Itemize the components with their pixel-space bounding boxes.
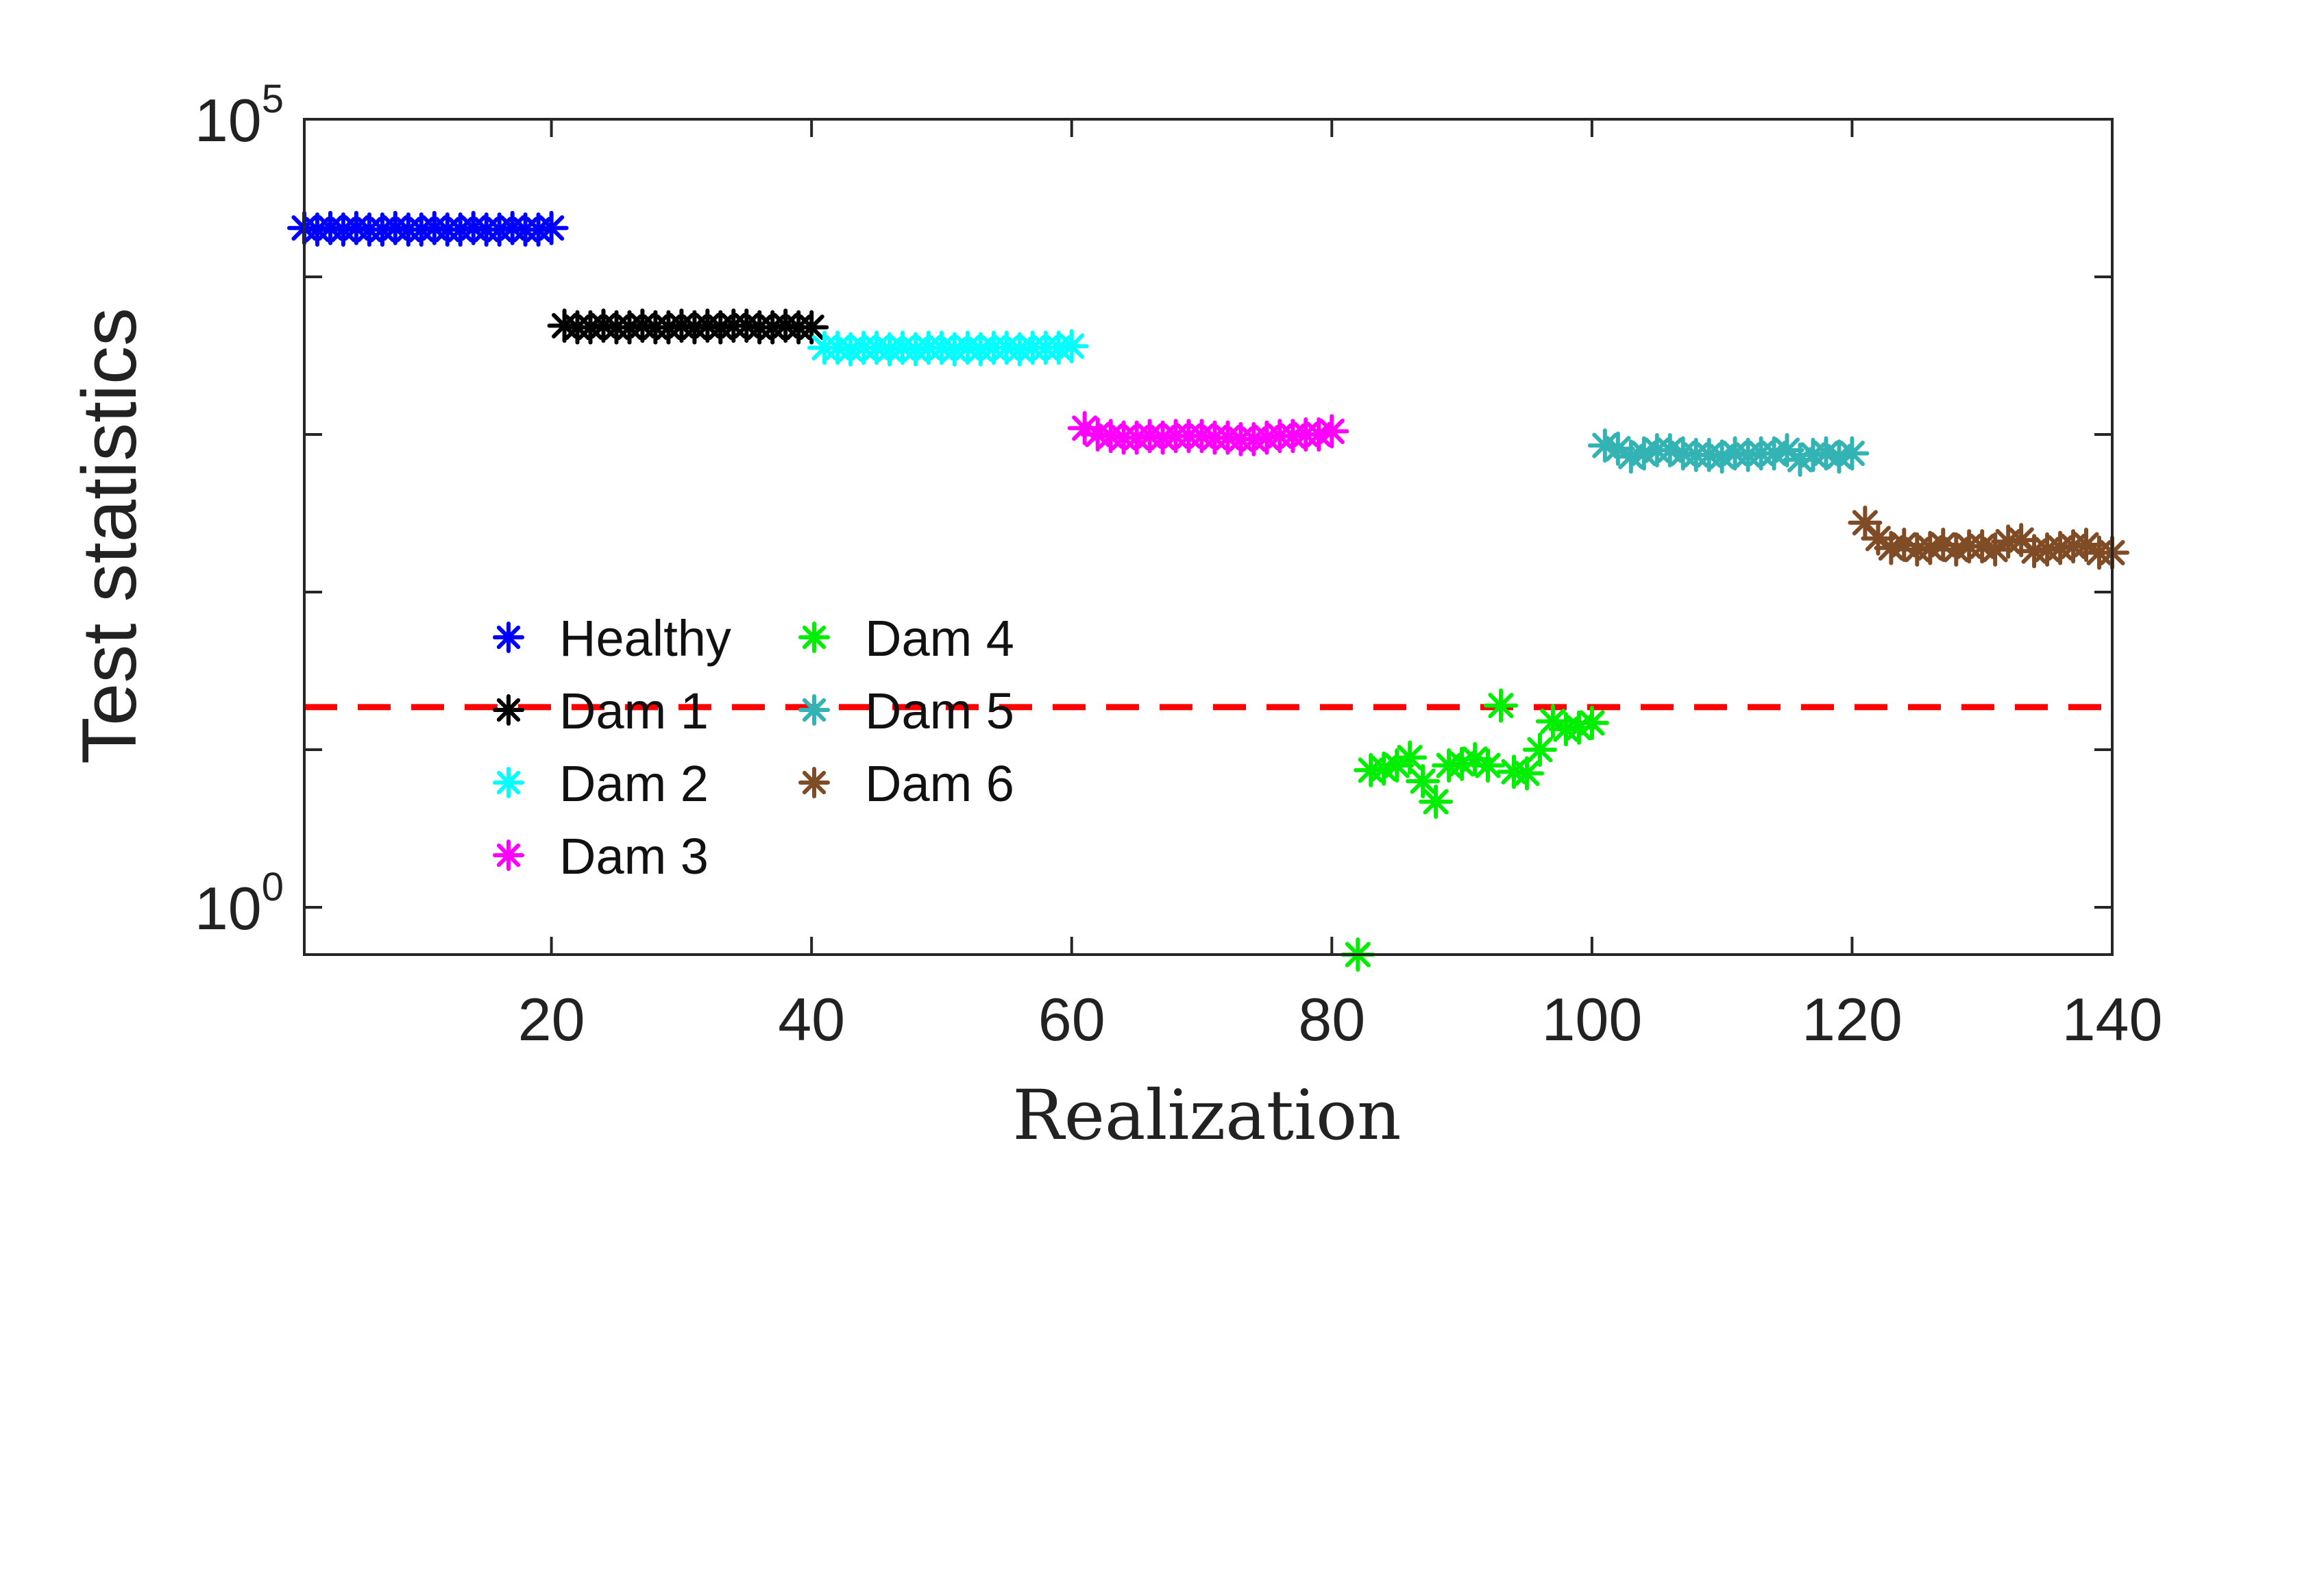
data-point (1510, 756, 1544, 791)
data-point (1770, 433, 1804, 467)
data-point (794, 310, 829, 345)
legend-label: Healthy (559, 610, 731, 667)
data-point (1406, 764, 1441, 798)
legend-label: Dam 1 (559, 683, 709, 739)
data-point (534, 210, 569, 245)
data-point (1861, 521, 1896, 556)
data-point (1471, 748, 1505, 783)
y-tick-label: 100 (195, 865, 284, 942)
y-axis-title: Test statistics (66, 308, 152, 764)
legend-marker (798, 622, 830, 653)
series-dam-4 (1341, 688, 1609, 972)
data-point (1522, 733, 1557, 767)
data-point (1419, 784, 1454, 819)
x-axis-title: Realization (1012, 1075, 1401, 1155)
series-dam-3 (1067, 410, 1349, 456)
legend-label: Dam 2 (559, 755, 709, 812)
legend-marker (493, 694, 524, 726)
y-tick-label: 105 (195, 77, 284, 154)
data-point (1887, 528, 1922, 562)
data-point (1574, 705, 1609, 740)
legend-label: Dam 3 (559, 828, 709, 885)
legend-marker (798, 694, 830, 726)
data-point (1835, 436, 1870, 471)
legend-marker (798, 767, 830, 798)
legend-label: Dam 6 (865, 755, 1014, 812)
series-dam-2 (807, 329, 1089, 367)
legend-marker (493, 839, 524, 871)
series-dam-1 (547, 308, 829, 345)
data-point (1484, 688, 1518, 723)
series-dam-6 (1848, 505, 2129, 570)
plot-area-frame (303, 118, 2114, 956)
x-tick-label: 60 (1038, 985, 1105, 1053)
data-point (1393, 740, 1428, 775)
data-point (1600, 431, 1635, 466)
legend-label: Dam 5 (865, 683, 1014, 739)
x-tick-label: 20 (518, 985, 585, 1053)
x-tick-label: 140 (2062, 985, 2163, 1053)
x-tick-label: 120 (1802, 985, 1903, 1053)
legend: Healthy Dam 1 Dam 2 Dam 3 Dam 4 Dam 5 Dam 6 (493, 610, 1014, 885)
legend-marker (493, 767, 524, 798)
data-point (1054, 329, 1089, 364)
series-dam-5 (1587, 428, 1870, 477)
legend-label: Dam 4 (865, 610, 1014, 667)
x-tick-label: 100 (1541, 985, 1642, 1053)
data-point (1314, 414, 1349, 449)
x-tick-label: 80 (1298, 985, 1365, 1053)
legend-marker (493, 622, 524, 653)
series-healthy (287, 210, 569, 247)
x-tick-label: 40 (778, 985, 845, 1053)
data-point (1926, 528, 1961, 562)
